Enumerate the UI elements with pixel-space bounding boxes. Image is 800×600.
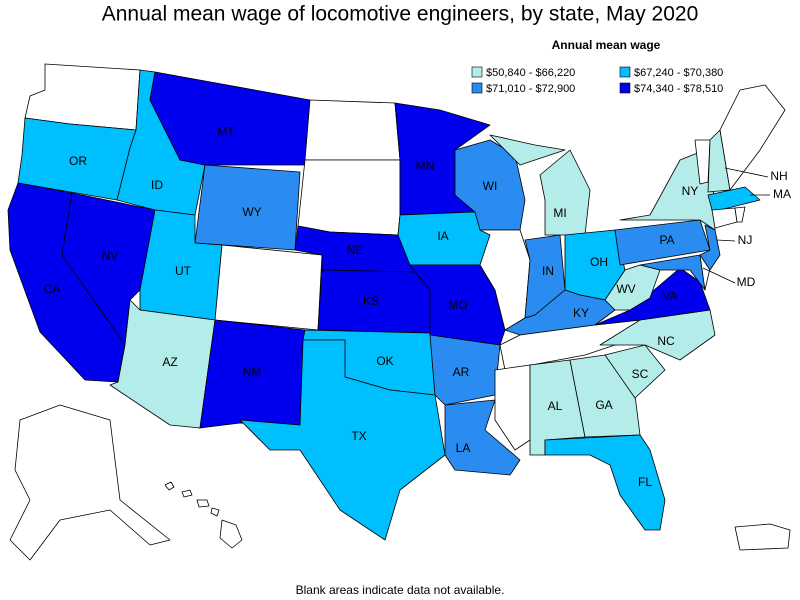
footnote: Blank areas indicate data not available. <box>296 583 505 597</box>
legend-label: $74,340 - $78,510 <box>634 83 723 95</box>
state-la <box>444 399 521 476</box>
leader-lines <box>702 167 770 284</box>
state-ma <box>707 186 761 211</box>
legend: $50,840 - $66,220 $67,240 - $70,380 $71,01… <box>471 66 723 95</box>
state-label: NM <box>243 365 262 379</box>
leader-line <box>716 239 736 242</box>
state-label: VA <box>662 289 677 303</box>
state-label: ID <box>151 178 163 192</box>
state-ak <box>9 404 171 561</box>
state-label: KY <box>573 306 589 320</box>
legend-swatch <box>619 66 631 78</box>
legend-swatch <box>619 82 631 94</box>
state-label: SC <box>632 367 649 381</box>
state-label: MD <box>737 275 756 289</box>
state-ms <box>494 364 531 451</box>
state-pr <box>734 523 791 551</box>
state-label: PA <box>659 233 674 247</box>
state-label: LA <box>456 441 471 455</box>
state-ga <box>569 354 641 438</box>
legend-label: $50,840 - $66,220 <box>486 67 575 79</box>
map-title: Annual mean wage of locomotive engineers… <box>102 3 699 26</box>
state-label: NY <box>682 184 699 198</box>
state-label: UT <box>175 264 192 278</box>
state-nd <box>304 99 401 161</box>
state-label: GA <box>595 398 612 412</box>
state-label: CA <box>44 282 61 296</box>
state-label: MI <box>553 206 566 220</box>
state-hi <box>164 481 243 549</box>
state-label: AR <box>453 365 470 379</box>
state-label: NV <box>102 249 119 263</box>
state-label: WY <box>242 205 261 219</box>
state-label: OR <box>69 154 87 168</box>
state-sd <box>297 159 401 236</box>
state-fl <box>544 434 666 531</box>
legend-label: $67,240 - $70,380 <box>634 67 723 79</box>
state-label: AZ <box>162 355 177 369</box>
state-label: MT <box>217 125 235 139</box>
state-co <box>214 244 323 331</box>
state-ct <box>711 207 738 229</box>
state-tx <box>239 339 446 541</box>
state-label: NC <box>657 334 675 348</box>
state-ar <box>429 334 501 406</box>
state-wv <box>604 264 661 311</box>
state-label: NJ <box>738 233 753 247</box>
state-label: MA <box>773 187 791 201</box>
state-label: OH <box>590 255 608 269</box>
state-label: KS <box>363 294 379 308</box>
state-label: WI <box>483 179 498 193</box>
state-label: TX <box>351 429 366 443</box>
state-labels: AZ AL GA SC NC NY MI WV NH OR ID UT IA OH TX OK FL MA WY WI… <box>44 125 791 489</box>
state-sc <box>604 344 666 399</box>
leader-line <box>724 167 769 178</box>
state-label: IA <box>437 229 448 243</box>
state-label: MN <box>416 159 435 173</box>
leader-line <box>702 267 736 284</box>
state-label: FL <box>638 475 652 489</box>
legend-swatch <box>471 66 483 78</box>
state-label: NH <box>770 169 787 183</box>
state-nj <box>699 224 721 271</box>
state-label: MO <box>448 298 467 312</box>
state-label: IN <box>542 264 554 278</box>
state-md <box>639 254 706 291</box>
state-label: OK <box>376 354 393 368</box>
us-map <box>7 63 791 561</box>
state-label: WV <box>616 282 635 296</box>
state-label: NE <box>347 243 364 257</box>
state-ri <box>734 206 746 223</box>
legend-title: Annual mean wage <box>552 38 661 52</box>
legend-label: $71,010 - $72,900 <box>486 83 575 95</box>
state-label: AL <box>548 399 563 413</box>
legend-swatch <box>471 82 483 94</box>
